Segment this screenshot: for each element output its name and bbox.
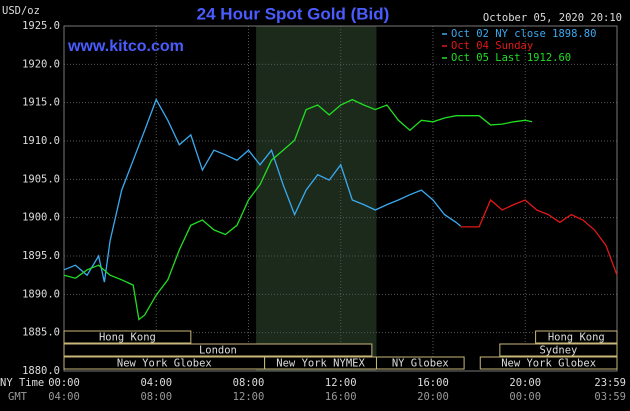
session-label: London: [199, 345, 237, 357]
x2-tick-label: 00:00: [509, 391, 541, 403]
session-label: Hong Kong: [99, 332, 156, 344]
series-line: [63, 98, 533, 321]
session-bar: [63, 343, 373, 357]
session-label: New York Globex: [501, 358, 596, 370]
x-axis-label: NY Time: [0, 377, 44, 389]
highlight-band: [256, 26, 377, 371]
session-label: New York Globex: [117, 358, 212, 370]
session-label: NY Globex: [392, 358, 449, 370]
x2-tick-label: 04:00: [48, 391, 80, 403]
y-tick-label: 1905.0: [22, 173, 60, 185]
session-label: Hong Kong: [548, 332, 605, 344]
x-tick-label: 20:00: [509, 377, 541, 389]
watermark: www.kitco.com: [67, 38, 184, 55]
y-axis-label: USD/oz: [2, 5, 40, 17]
x-tick-label: 00:00: [48, 377, 80, 389]
session-bar: [479, 356, 618, 370]
series-line: [63, 98, 462, 283]
x2-tick-label: 03:59: [594, 391, 626, 403]
plot-frame: [63, 25, 618, 372]
x2-axis-label: GMT: [8, 391, 28, 403]
legend-label: Oct 05 Last 1912.60: [451, 52, 571, 64]
legend-label: Oct 02 NY close 1898.80: [451, 28, 596, 40]
y-tick-label: 1885.0: [22, 327, 60, 339]
y-tick-label: 1910.0: [22, 135, 60, 147]
session-bar: [375, 356, 465, 370]
y-tick-label: 1900.0: [22, 212, 60, 224]
session-label: Sydney: [539, 345, 577, 357]
x-tick-label: 04:00: [140, 377, 172, 389]
series-line: [460, 198, 618, 276]
y-tick-label: 1925.0: [22, 20, 60, 32]
y-tick-label: 1920.0: [22, 58, 60, 70]
timestamp: October 05, 2020 20:10: [483, 12, 622, 24]
y-tick-label: 1915.0: [22, 97, 60, 109]
y-tick-label: 1895.0: [22, 250, 60, 262]
session-label: New York NYMEX: [276, 358, 365, 370]
x2-tick-label: 20:00: [417, 391, 449, 403]
x-tick-label: 23:59: [594, 377, 626, 389]
session-bar: [63, 330, 192, 344]
y-tick-label: 1890.0: [22, 288, 60, 300]
session-bar: [499, 343, 618, 357]
x2-tick-label: 12:00: [233, 391, 265, 403]
x-tick-label: 12:00: [325, 377, 357, 389]
x2-tick-label: 08:00: [140, 391, 172, 403]
x2-tick-label: 16:00: [325, 391, 357, 403]
y-tick-label: 1880.0: [22, 365, 60, 377]
chart-title: 24 Hour Spot Gold (Bid): [197, 4, 390, 23]
session-bar: [535, 330, 618, 344]
x-tick-label: 16:00: [417, 377, 449, 389]
legend-label: Oct 04 Sunday: [451, 40, 533, 52]
x-tick-label: 08:00: [233, 377, 265, 389]
